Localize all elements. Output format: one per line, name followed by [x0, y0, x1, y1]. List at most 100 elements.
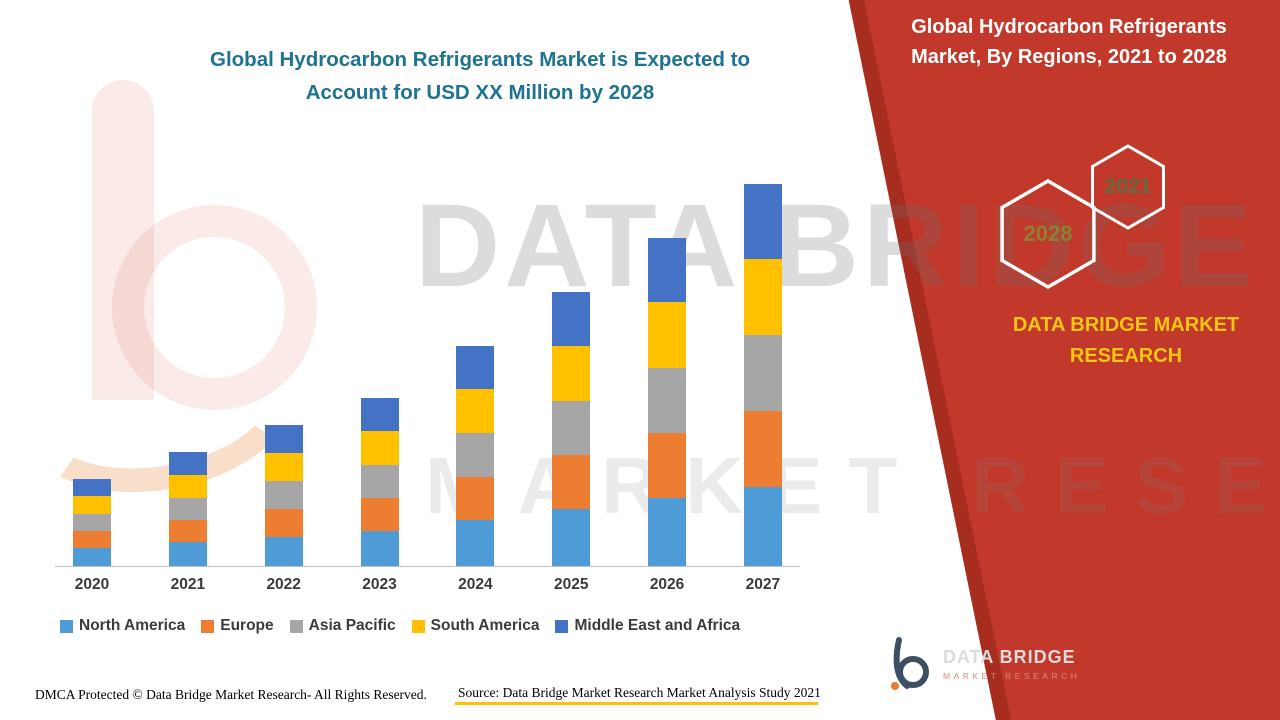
hexagon-2028-outline	[1000, 178, 1096, 290]
logo-b-mark-icon	[891, 637, 929, 690]
legend-item-middle-east-and-africa: Middle East and Africa	[555, 617, 740, 635]
bar-segment-asia-pacific	[360, 465, 399, 498]
bar-segment-europe	[264, 509, 303, 537]
legend-label-europe: Europe	[220, 617, 274, 634]
bar-column-2027	[730, 184, 796, 566]
bar-segment-middle-east-and-africa	[648, 238, 687, 302]
legend-label-north-america: North America	[79, 617, 186, 634]
source-underline-bar	[455, 702, 818, 705]
brand-line2: RESEARCH	[1069, 345, 1183, 367]
bar-segment-north-america	[168, 542, 207, 566]
bar-segment-europe	[648, 433, 687, 498]
stacked-bar-2020	[73, 479, 111, 566]
legend-label-south-america: South America	[430, 617, 540, 634]
x-axis-label-2026: 2026	[649, 576, 685, 593]
right-title-line2: Market, By Regions, 2021 to 2028	[911, 46, 1227, 68]
bar-segment-south-america	[552, 346, 591, 401]
x-axis-label-2023: 2023	[362, 576, 397, 593]
bar-segment-south-america	[648, 302, 687, 368]
main-chart-title: Global Hydrocarbon Refrigerants Market i…	[120, 44, 840, 110]
stacked-bar-2021	[168, 452, 207, 566]
legend-item-north-america: North America	[60, 617, 185, 635]
legend-swatch-south-america	[411, 619, 425, 633]
bar-segment-asia-pacific	[264, 481, 303, 509]
logo-text-block: DATA BRIDGE MARKET RESEARCH	[943, 647, 1080, 681]
bar-column-2025	[538, 292, 604, 566]
bar-segment-south-america	[168, 475, 207, 498]
bar-segment-middle-east-and-africa	[73, 479, 111, 496]
bar-column-2021	[155, 452, 221, 566]
legend-swatch-north-america	[60, 619, 73, 633]
bar-segment-europe	[168, 520, 207, 542]
bar-column-2023	[347, 398, 413, 566]
bar-segment-north-america	[360, 531, 399, 566]
legend-item-asia-pacific: Asia Pacific	[289, 617, 396, 635]
legend-swatch-europe	[201, 619, 215, 633]
bar-segment-europe	[743, 411, 782, 487]
bar-segment-north-america	[264, 537, 303, 566]
bar-segment-europe	[73, 531, 111, 548]
legend-swatch-asia-pacific	[289, 619, 303, 633]
stacked-bar-2024	[456, 346, 495, 566]
stacked-bar-2025	[552, 292, 591, 566]
hexagon-2021-outline	[1091, 144, 1165, 230]
x-axis-label-2024: 2024	[458, 576, 493, 593]
bar-segment-south-america	[360, 431, 399, 465]
x-axis-labels-row: 2020 2021 2022 2023 2024 2025 2026 2027	[55, 576, 800, 594]
bar-segment-asia-pacific	[648, 368, 687, 433]
bar-segment-middle-east-and-africa	[456, 346, 495, 389]
stacked-bar-chart: 2020 2021 2022 2023 2024 2025 2026 2027	[55, 166, 800, 594]
bar-segment-asia-pacific	[456, 433, 495, 477]
bar-column-2024	[442, 346, 508, 566]
brand-name-text: DATA BRIDGE MARKET RESEARCH	[980, 310, 1272, 372]
bar-segment-middle-east-and-africa	[360, 398, 399, 431]
chart-legend: North America Europe Asia Pacific South Ame…	[60, 617, 830, 635]
source-note: Source: Data Bridge Market Research Mark…	[458, 685, 821, 700]
bar-segment-europe	[360, 498, 399, 531]
main-title-line2: Account for USD XX Million by 2028	[305, 80, 655, 104]
bar-segment-europe	[552, 455, 591, 509]
company-logo: DATA BRIDGE MARKET RESEARCH	[885, 636, 1080, 692]
hexagon-year-2021: 2021	[1104, 175, 1152, 198]
stacked-bar-2026	[648, 238, 687, 566]
stacked-bar-2023	[360, 398, 399, 566]
legend-item-south-america: South America	[411, 617, 540, 635]
x-axis-label-2020: 2020	[74, 576, 110, 593]
bar-segment-asia-pacific	[552, 401, 591, 455]
bar-segment-middle-east-and-africa	[552, 292, 591, 346]
x-axis-label-2021: 2021	[170, 576, 206, 593]
year-hexagons-graphic	[1000, 144, 1165, 290]
watermark-text-line1: DATA BRIDGE	[415, 180, 1257, 312]
bar-segment-south-america	[264, 453, 303, 481]
bar-segment-middle-east-and-africa	[264, 425, 303, 453]
bar-segment-asia-pacific	[168, 498, 207, 520]
x-axis-label-2027: 2027	[745, 576, 781, 593]
right-panel-title: Global Hydrocarbon Refrigerants Market, …	[878, 12, 1260, 72]
brand-line1: DATA BRIDGE MARKET	[1012, 314, 1240, 336]
stacked-bar-2022	[264, 425, 303, 566]
bar-segment-north-america	[73, 548, 111, 566]
bar-segment-north-america	[648, 498, 687, 566]
bar-segment-south-america	[743, 259, 782, 335]
bar-segment-asia-pacific	[743, 335, 782, 411]
bar-column-2026	[634, 238, 700, 566]
bar-column-2020	[59, 479, 125, 566]
bar-segment-north-america	[743, 487, 782, 566]
legend-label-middle-east-and-africa: Middle East and Africa	[574, 617, 741, 634]
x-axis-line	[55, 566, 800, 567]
bar-segment-asia-pacific	[73, 514, 111, 531]
legend-label-asia-pacific: Asia Pacific	[308, 617, 396, 634]
bar-segment-south-america	[456, 389, 495, 433]
bar-column-2022	[251, 425, 317, 566]
hexagon-year-2028: 2028	[1023, 221, 1073, 246]
bar-segment-north-america	[456, 520, 495, 566]
bars-row	[55, 166, 800, 566]
x-axis-label-2025: 2025	[553, 576, 589, 593]
bar-segment-south-america	[73, 496, 111, 514]
legend-swatch-middle-east-and-africa	[555, 619, 569, 633]
bar-segment-middle-east-and-africa	[168, 452, 207, 475]
logo-name: DATA BRIDGE	[943, 647, 1076, 667]
stacked-bar-2027	[743, 184, 782, 566]
bar-segment-europe	[456, 477, 495, 520]
